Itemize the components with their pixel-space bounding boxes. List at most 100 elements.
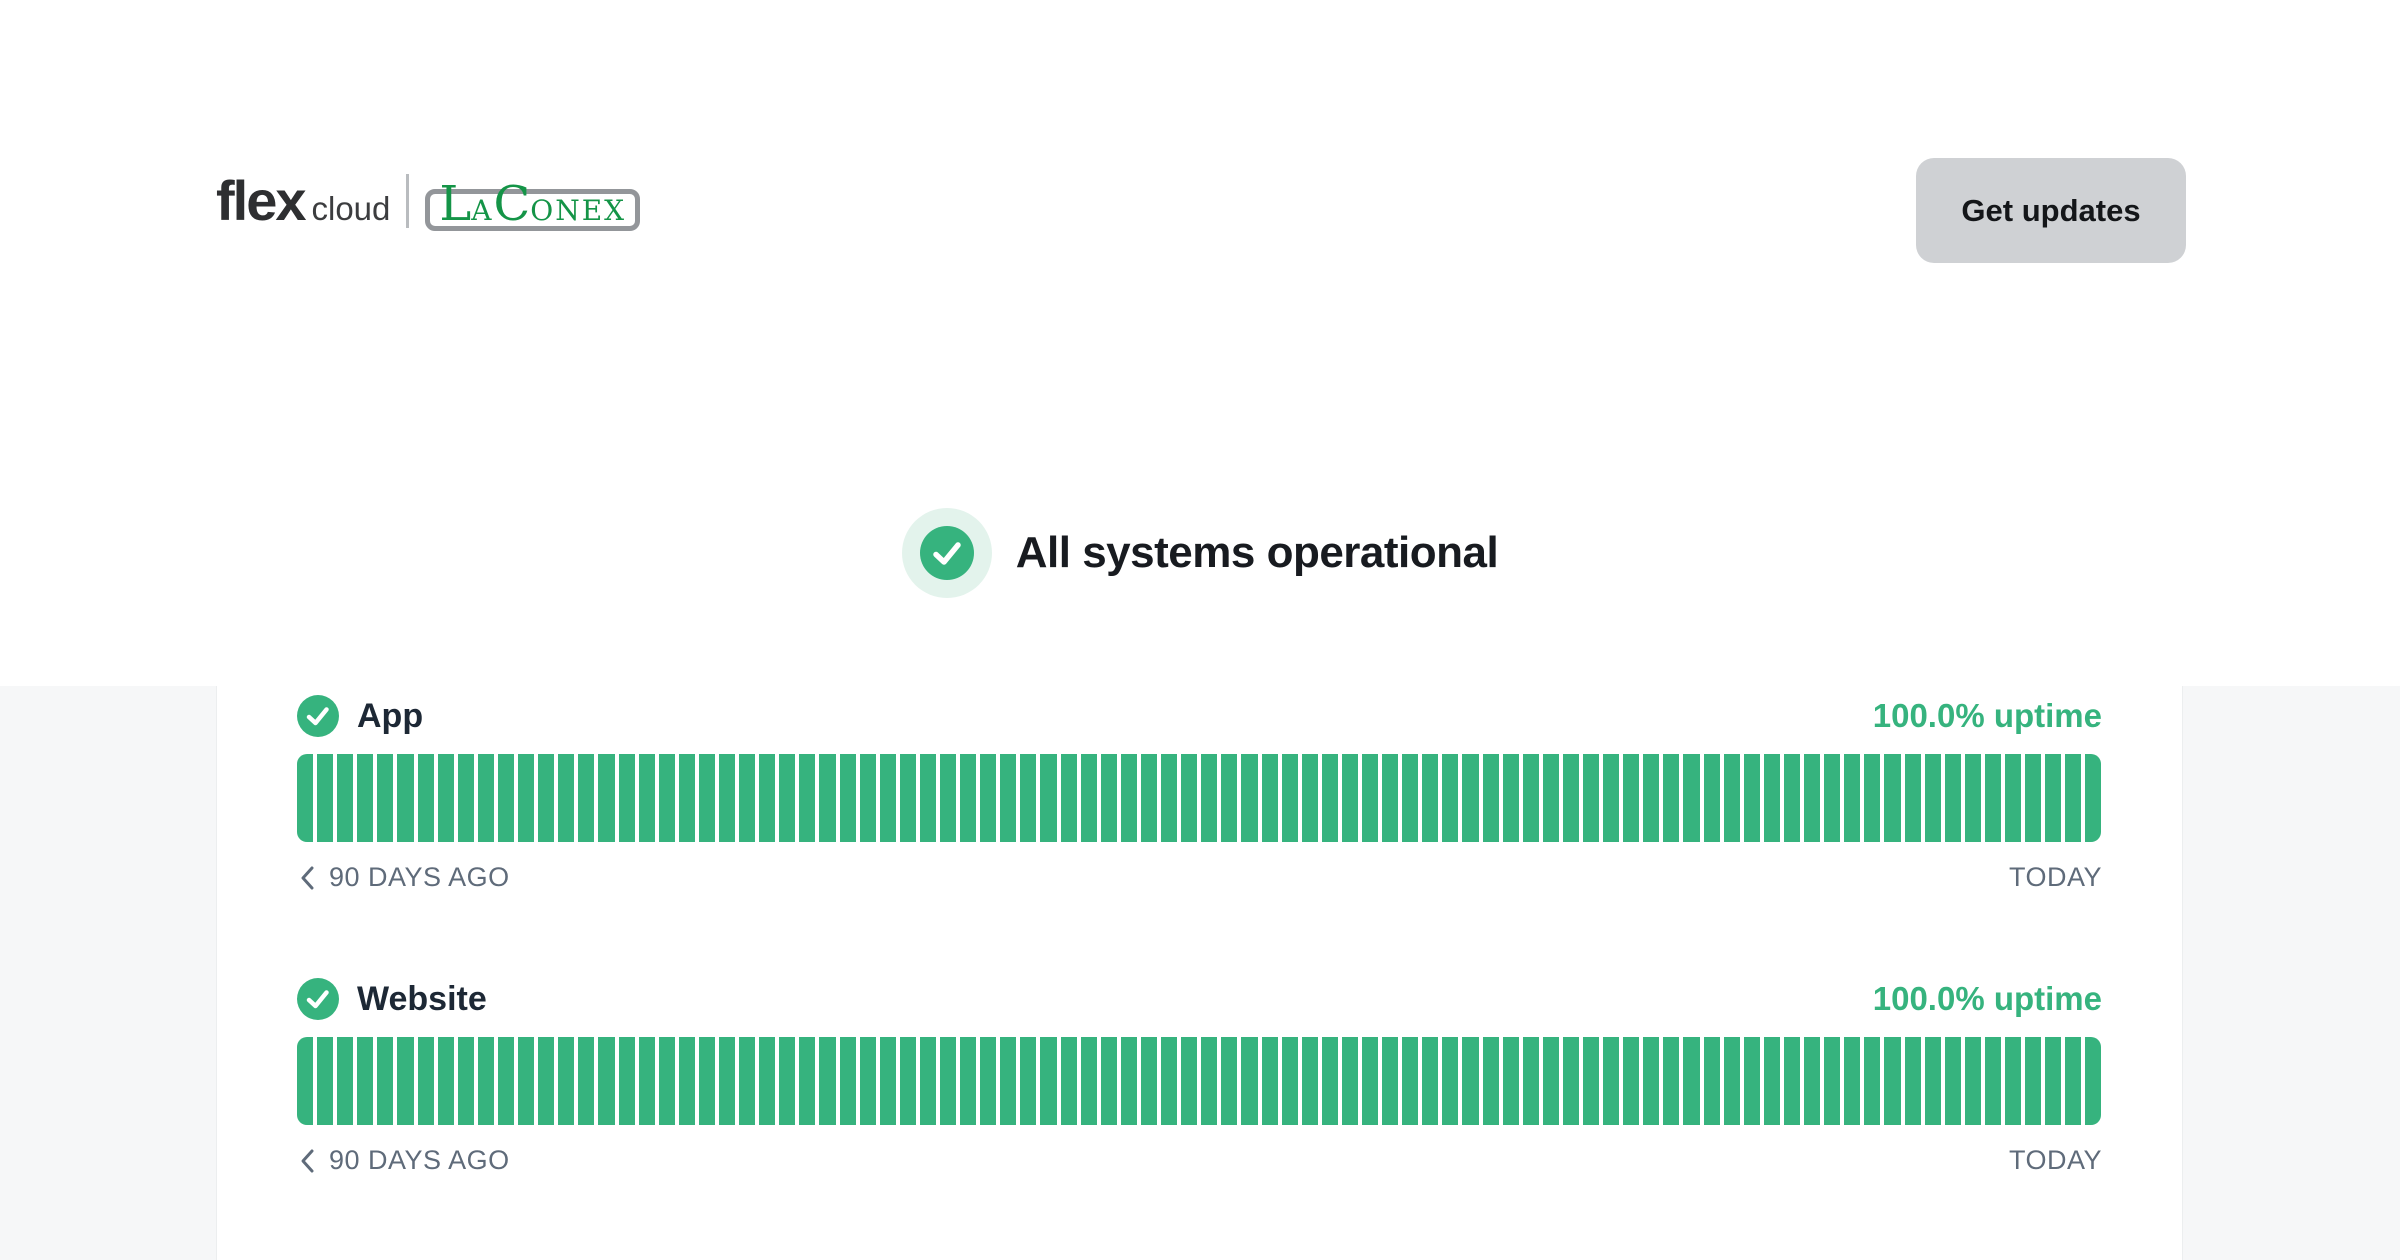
uptime-bar-day[interactable] <box>1060 1037 1077 1125</box>
uptime-bar-day[interactable] <box>538 1037 555 1125</box>
uptime-bar-day[interactable] <box>417 754 434 842</box>
uptime-bar-day[interactable] <box>1161 1037 1178 1125</box>
uptime-bar-day[interactable] <box>1442 1037 1459 1125</box>
uptime-bar-day[interactable] <box>658 754 675 842</box>
uptime-bar-day[interactable] <box>437 1037 454 1125</box>
uptime-bar-day[interactable] <box>1000 1037 1017 1125</box>
uptime-bar-day[interactable] <box>1743 1037 1760 1125</box>
uptime-bar-day[interactable] <box>518 1037 535 1125</box>
uptime-bar-day[interactable] <box>1844 1037 1861 1125</box>
uptime-bar-day[interactable] <box>357 754 374 842</box>
uptime-bar-day[interactable] <box>1542 754 1559 842</box>
uptime-bar-day[interactable] <box>1181 754 1198 842</box>
uptime-bar-day[interactable] <box>1482 1037 1499 1125</box>
uptime-bar-day[interactable] <box>1361 754 1379 842</box>
uptime-bar-day[interactable] <box>598 754 615 842</box>
uptime-bar-day[interactable] <box>1442 754 1459 842</box>
uptime-bar-day[interactable] <box>899 1037 916 1125</box>
uptime-bar-day[interactable] <box>618 1037 635 1125</box>
uptime-bar-day[interactable] <box>698 1037 715 1125</box>
uptime-bar-day[interactable] <box>1603 754 1620 842</box>
uptime-bar-day[interactable] <box>980 1037 997 1125</box>
uptime-bar-day[interactable] <box>1502 1037 1519 1125</box>
uptime-bar-day[interactable] <box>960 1037 977 1125</box>
uptime-bar-day[interactable] <box>1562 1037 1579 1125</box>
uptime-bar-day[interactable] <box>538 754 555 842</box>
uptime-bar-day[interactable] <box>960 754 977 842</box>
uptime-bar-day[interactable] <box>879 1037 896 1125</box>
uptime-bar-day[interactable] <box>1221 1037 1238 1125</box>
uptime-bars[interactable] <box>297 754 2102 842</box>
uptime-bar-day[interactable] <box>919 754 936 842</box>
uptime-bar-day[interactable] <box>980 754 997 842</box>
uptime-bar-day[interactable] <box>1040 1037 1057 1125</box>
uptime-bar-day[interactable] <box>397 754 414 842</box>
uptime-bar-day[interactable] <box>819 754 836 842</box>
uptime-bar-day[interactable] <box>1100 1037 1117 1125</box>
uptime-bar-day[interactable] <box>1703 1037 1720 1125</box>
uptime-bar-day[interactable] <box>638 1037 655 1125</box>
uptime-bar-day[interactable] <box>1482 754 1499 842</box>
uptime-bar-day[interactable] <box>1522 754 1539 842</box>
uptime-bar-day[interactable] <box>2045 1037 2062 1125</box>
uptime-bar-day[interactable] <box>1221 754 1238 842</box>
uptime-bar-day[interactable] <box>317 1037 334 1125</box>
uptime-bar-day[interactable] <box>698 754 715 842</box>
uptime-bar-day[interactable] <box>919 1037 936 1125</box>
uptime-bar-day[interactable] <box>2065 1037 2082 1125</box>
uptime-bar-day[interactable] <box>1422 754 1439 842</box>
uptime-bar-day[interactable] <box>1281 754 1298 842</box>
uptime-bar-day[interactable] <box>497 754 515 842</box>
uptime-bar-day[interactable] <box>1723 1037 1740 1125</box>
uptime-bar-day[interactable] <box>1341 754 1358 842</box>
uptime-bar-day[interactable] <box>1864 754 1881 842</box>
uptime-bar-day[interactable] <box>1924 1037 1941 1125</box>
uptime-bar-day[interactable] <box>1140 754 1158 842</box>
uptime-bar-day[interactable] <box>2004 754 2022 842</box>
uptime-bars[interactable] <box>297 1037 2102 1125</box>
uptime-bar-day[interactable] <box>940 1037 957 1125</box>
uptime-bar-day[interactable] <box>2004 1037 2022 1125</box>
uptime-bar-day[interactable] <box>1321 754 1338 842</box>
uptime-bar-day[interactable] <box>1000 754 1017 842</box>
uptime-bar-day[interactable] <box>1763 1037 1780 1125</box>
uptime-bar-day[interactable] <box>1623 1037 1640 1125</box>
uptime-bar-day[interactable] <box>1663 754 1680 842</box>
uptime-bar-day[interactable] <box>799 754 816 842</box>
uptime-bar-day[interactable] <box>1462 754 1479 842</box>
uptime-bar-day[interactable] <box>1181 1037 1198 1125</box>
uptime-bar-day[interactable] <box>1603 1037 1620 1125</box>
uptime-bar-day[interactable] <box>1643 1037 1660 1125</box>
uptime-bar-day[interactable] <box>1422 1037 1439 1125</box>
brand-logo[interactable]: flex cloud LACONEX <box>216 168 641 233</box>
uptime-bar-day[interactable] <box>1904 1037 1921 1125</box>
uptime-bar-day[interactable] <box>317 754 334 842</box>
uptime-bar-day[interactable] <box>578 1037 595 1125</box>
uptime-bar-day[interactable] <box>1080 1037 1097 1125</box>
uptime-bar-day[interactable] <box>558 1037 575 1125</box>
uptime-bar-day[interactable] <box>1301 754 1318 842</box>
uptime-bar-day[interactable] <box>718 1037 736 1125</box>
uptime-bar-day[interactable] <box>1643 754 1660 842</box>
uptime-bar-day[interactable] <box>1201 754 1218 842</box>
uptime-bar-day[interactable] <box>1562 754 1579 842</box>
uptime-bar-day[interactable] <box>1261 754 1278 842</box>
uptime-bar-day[interactable] <box>1984 1037 2001 1125</box>
uptime-bar-day[interactable] <box>397 1037 414 1125</box>
uptime-bar-day[interactable] <box>1904 754 1921 842</box>
uptime-bar-day[interactable] <box>1321 1037 1338 1125</box>
uptime-bar-day[interactable] <box>739 754 756 842</box>
uptime-bar-day[interactable] <box>1824 754 1841 842</box>
uptime-bar-day[interactable] <box>337 754 354 842</box>
uptime-bar-day[interactable] <box>1743 754 1760 842</box>
uptime-bar-day[interactable] <box>437 754 454 842</box>
uptime-bar-day[interactable] <box>1040 754 1057 842</box>
uptime-bar-day[interactable] <box>2025 1037 2042 1125</box>
uptime-bar-day[interactable] <box>618 754 635 842</box>
uptime-bar-day[interactable] <box>2065 754 2082 842</box>
uptime-bar-day[interactable] <box>1462 1037 1479 1125</box>
uptime-bar-day[interactable] <box>1080 754 1097 842</box>
uptime-bar-day[interactable] <box>678 754 695 842</box>
uptime-bar-day[interactable] <box>377 1037 394 1125</box>
uptime-bar-day[interactable] <box>457 754 474 842</box>
